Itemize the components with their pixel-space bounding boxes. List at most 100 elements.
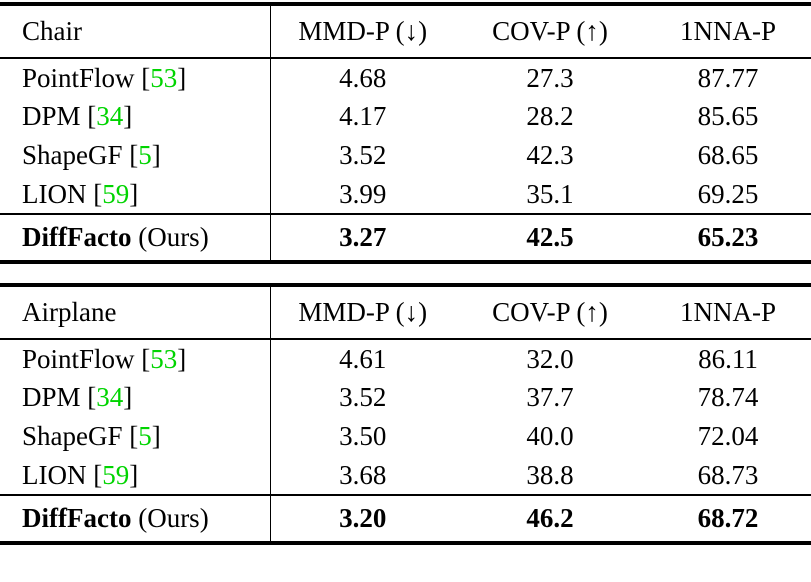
1nna-p-value: 78.74 bbox=[697, 382, 759, 412]
method-cell: DiffFacto (Ours) bbox=[0, 214, 271, 262]
bracket-close: ] bbox=[151, 421, 161, 451]
citation-number: 5 bbox=[138, 421, 152, 451]
method-cell: LION [59] bbox=[0, 456, 271, 496]
method-name: LION bbox=[22, 459, 87, 490]
method-name: LION bbox=[22, 178, 87, 209]
bracket-open: [ bbox=[87, 101, 97, 131]
bracket-open: [ bbox=[129, 140, 139, 170]
mmd-p-value: 3.20 bbox=[339, 503, 387, 533]
cov-p-value: 40.0 bbox=[526, 421, 574, 451]
cov-p-value: 42.3 bbox=[526, 140, 574, 170]
table-spacer bbox=[0, 264, 811, 283]
cov-p-value: 37.7 bbox=[526, 382, 574, 412]
ours-suffix: (Ours) bbox=[138, 503, 209, 533]
mmd-p-value: 4.68 bbox=[339, 62, 387, 93]
1nna-p-value: 68.72 bbox=[697, 503, 759, 533]
citation-number: 34 bbox=[96, 382, 124, 412]
citation-link[interactable]: [59] bbox=[93, 460, 138, 490]
table-row-shapegf: ShapeGF [5] 3.50 40.0 72.04 bbox=[0, 417, 811, 456]
citation-number: 34 bbox=[96, 101, 124, 131]
method-cell: ShapeGF [5] bbox=[0, 136, 271, 175]
mmd-p-value: 3.52 bbox=[339, 382, 387, 412]
col-header-mmd-p: MMD-P (↓) bbox=[270, 285, 455, 340]
bracket-close: ] bbox=[123, 382, 133, 412]
citation-link[interactable]: [5] bbox=[129, 421, 161, 451]
bracket-open: [ bbox=[93, 178, 103, 209]
method-name: PointFlow bbox=[22, 343, 135, 374]
method-name-bold: DiffFacto bbox=[22, 503, 132, 533]
table-row-lion: LION [59] 3.68 38.8 68.73 bbox=[0, 456, 811, 496]
mmd-p-value: 4.61 bbox=[339, 343, 387, 374]
1nna-p-value: 68.73 bbox=[645, 456, 811, 496]
col-header-cov-p: COV-P (↑) bbox=[455, 4, 645, 59]
1nna-p-value: 86.11 bbox=[698, 343, 758, 374]
1nna-p-value: 69.25 bbox=[645, 175, 811, 215]
category-header-chair: Chair bbox=[0, 4, 271, 59]
category-header-airplane: Airplane bbox=[0, 285, 271, 340]
table-row-shapegf: ShapeGF [5] 3.52 42.3 68.65 bbox=[0, 136, 811, 175]
benchmark-table-airplane: Airplane MMD-P (↓) COV-P (↑) 1NNA-P Poin… bbox=[0, 283, 811, 545]
table-row-dpm: DPM [34] 3.52 37.7 78.74 bbox=[0, 378, 811, 417]
method-cell: LION [59] bbox=[0, 175, 271, 215]
cov-p-value: 38.8 bbox=[455, 456, 645, 496]
mmd-p-value: 3.27 bbox=[339, 222, 387, 252]
table-row-dpm: DPM [34] 4.17 28.2 85.65 bbox=[0, 97, 811, 136]
1nna-p-value: 65.23 bbox=[697, 222, 759, 252]
bracket-open: [ bbox=[87, 382, 97, 412]
table-row-difffacto-ours: DiffFacto (Ours) 3.20 46.2 68.72 bbox=[0, 495, 811, 543]
bracket-close: ] bbox=[177, 62, 187, 93]
cov-p-value: 28.2 bbox=[526, 101, 574, 131]
method-cell: DPM [34] bbox=[0, 97, 271, 136]
citation-number: 53 bbox=[150, 343, 178, 374]
citation-link[interactable]: [59] bbox=[93, 179, 138, 209]
mmd-p-value: 3.99 bbox=[270, 175, 455, 215]
citation-link[interactable]: [53] bbox=[141, 344, 186, 374]
bracket-close: ] bbox=[177, 343, 187, 374]
cov-p-value: 35.1 bbox=[455, 175, 645, 215]
citation-link[interactable]: [5] bbox=[129, 140, 161, 170]
header-row: Chair MMD-P (↓) COV-P (↑) 1NNA-P bbox=[0, 4, 811, 59]
1nna-p-value: 72.04 bbox=[697, 421, 759, 451]
bracket-open: [ bbox=[141, 62, 151, 93]
citation-link[interactable]: [34] bbox=[87, 101, 132, 131]
table-row-difffacto-ours: DiffFacto (Ours) 3.27 42.5 65.23 bbox=[0, 214, 811, 262]
method-cell: ShapeGF [5] bbox=[0, 417, 271, 456]
bracket-close: ] bbox=[123, 101, 133, 131]
citation-link[interactable]: [34] bbox=[87, 382, 132, 412]
benchmark-table-chair: Chair MMD-P (↓) COV-P (↑) 1NNA-P PointFl… bbox=[0, 2, 811, 264]
mmd-p-value: 3.50 bbox=[339, 421, 387, 451]
col-header-cov-p: COV-P (↑) bbox=[455, 285, 645, 340]
cov-p-value: 27.3 bbox=[526, 62, 574, 93]
method-cell: PointFlow [53] bbox=[0, 58, 271, 97]
citation-number: 59 bbox=[102, 459, 130, 490]
1nna-p-value: 68.65 bbox=[697, 140, 759, 170]
table-row-pointflow: PointFlow [53] 4.61 32.0 86.11 bbox=[0, 339, 811, 378]
bracket-open: [ bbox=[93, 459, 103, 490]
1nna-p-value: 85.65 bbox=[697, 101, 759, 131]
bracket-close: ] bbox=[129, 178, 139, 209]
col-header-1nna-p: 1NNA-P bbox=[645, 4, 811, 59]
1nna-p-value: 87.77 bbox=[697, 62, 759, 93]
cov-p-value: 42.5 bbox=[526, 222, 574, 252]
citation-link[interactable]: [53] bbox=[141, 63, 186, 93]
bracket-open: [ bbox=[129, 421, 139, 451]
bracket-close: ] bbox=[129, 459, 139, 490]
mmd-p-value: 4.17 bbox=[339, 101, 387, 131]
citation-number: 59 bbox=[102, 178, 130, 209]
table-row-pointflow: PointFlow [53] 4.68 27.3 87.77 bbox=[0, 58, 811, 97]
citation-number: 53 bbox=[150, 62, 178, 93]
cov-p-value: 32.0 bbox=[526, 343, 574, 374]
method-name: PointFlow bbox=[22, 62, 135, 93]
method-cell: PointFlow [53] bbox=[0, 339, 271, 378]
paper-table-figure: Chair MMD-P (↓) COV-P (↑) 1NNA-P PointFl… bbox=[0, 2, 811, 545]
method-name: ShapeGF bbox=[22, 421, 123, 451]
table-row-lion: LION [59] 3.99 35.1 69.25 bbox=[0, 175, 811, 215]
method-name: ShapeGF bbox=[22, 140, 123, 170]
method-cell: DPM [34] bbox=[0, 378, 271, 417]
mmd-p-value: 3.68 bbox=[270, 456, 455, 496]
method-name: DPM bbox=[22, 101, 81, 131]
col-header-1nna-p: 1NNA-P bbox=[645, 285, 811, 340]
cov-p-value: 46.2 bbox=[526, 503, 574, 533]
method-cell: DiffFacto (Ours) bbox=[0, 495, 271, 543]
bracket-open: [ bbox=[141, 343, 151, 374]
